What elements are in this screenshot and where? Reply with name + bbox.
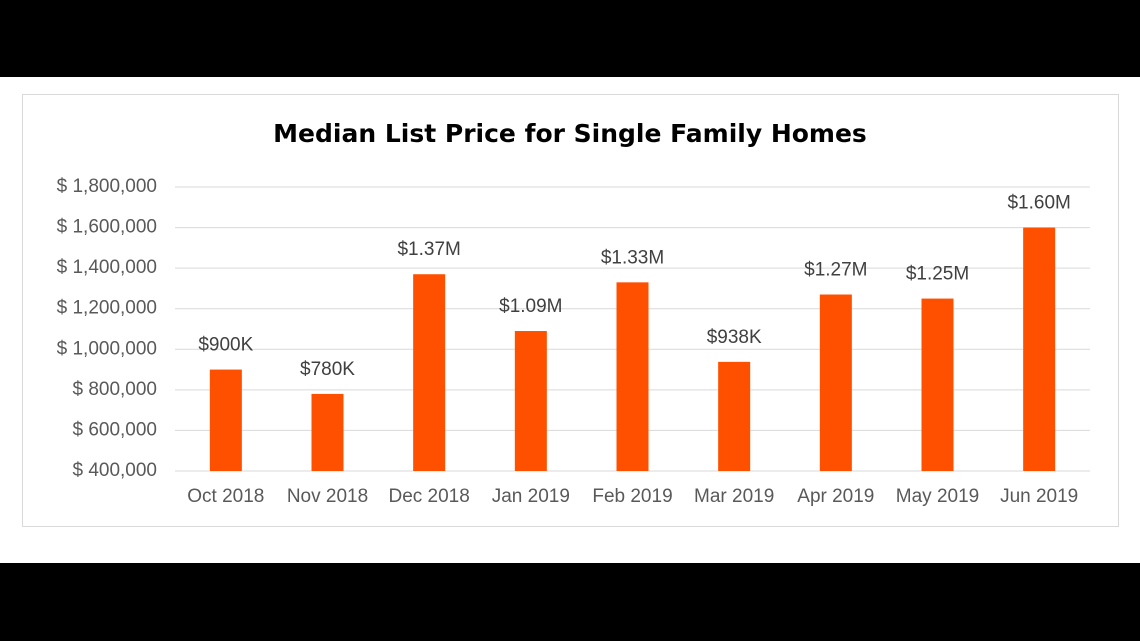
x-tick-label: Feb 2019 <box>592 486 672 507</box>
y-tick-label: $ 1,200,000 <box>57 298 157 319</box>
y-tick-label: $ 1,400,000 <box>57 257 157 278</box>
x-tick-label: Jun 2019 <box>1000 486 1078 507</box>
x-tick-label: Oct 2018 <box>187 486 264 507</box>
data-label: $938K <box>707 327 762 348</box>
data-label: $1.33M <box>601 247 664 268</box>
bar <box>921 298 954 471</box>
x-tick-label: Apr 2019 <box>797 486 874 507</box>
y-tick-label: $ 600,000 <box>72 419 157 440</box>
x-tick-label: Jan 2019 <box>492 486 570 507</box>
bar <box>616 282 649 471</box>
y-tick-label: $ 800,000 <box>72 379 157 400</box>
bar <box>1023 227 1056 471</box>
y-tick-label: $ 1,000,000 <box>57 338 157 359</box>
data-label: $1.25M <box>906 264 969 285</box>
data-label: $900K <box>198 335 253 356</box>
x-tick-label: Dec 2018 <box>388 486 469 507</box>
top-band <box>0 0 1140 77</box>
y-tick-label: $ 400,000 <box>72 460 157 481</box>
bar <box>718 361 751 471</box>
chart-frame <box>22 94 1119 527</box>
data-label: $1.27M <box>804 260 867 281</box>
data-label: $780K <box>300 359 355 380</box>
bar <box>514 331 547 471</box>
data-label: $1.09M <box>499 296 562 317</box>
data-label: $1.37M <box>397 239 460 260</box>
chart-title: Median List Price for Single Family Home… <box>273 119 867 148</box>
bar <box>209 369 242 471</box>
x-tick-label: May 2019 <box>896 486 979 507</box>
bar <box>413 274 446 471</box>
bar <box>819 294 852 471</box>
x-tick-label: Mar 2019 <box>694 486 774 507</box>
x-tick-label: Nov 2018 <box>287 486 368 507</box>
data-label: $1.60M <box>1007 193 1070 214</box>
y-tick-label: $ 1,600,000 <box>57 217 157 238</box>
bottom-band <box>0 563 1140 641</box>
y-tick-label: $ 1,800,000 <box>57 176 157 197</box>
bar <box>311 393 344 471</box>
